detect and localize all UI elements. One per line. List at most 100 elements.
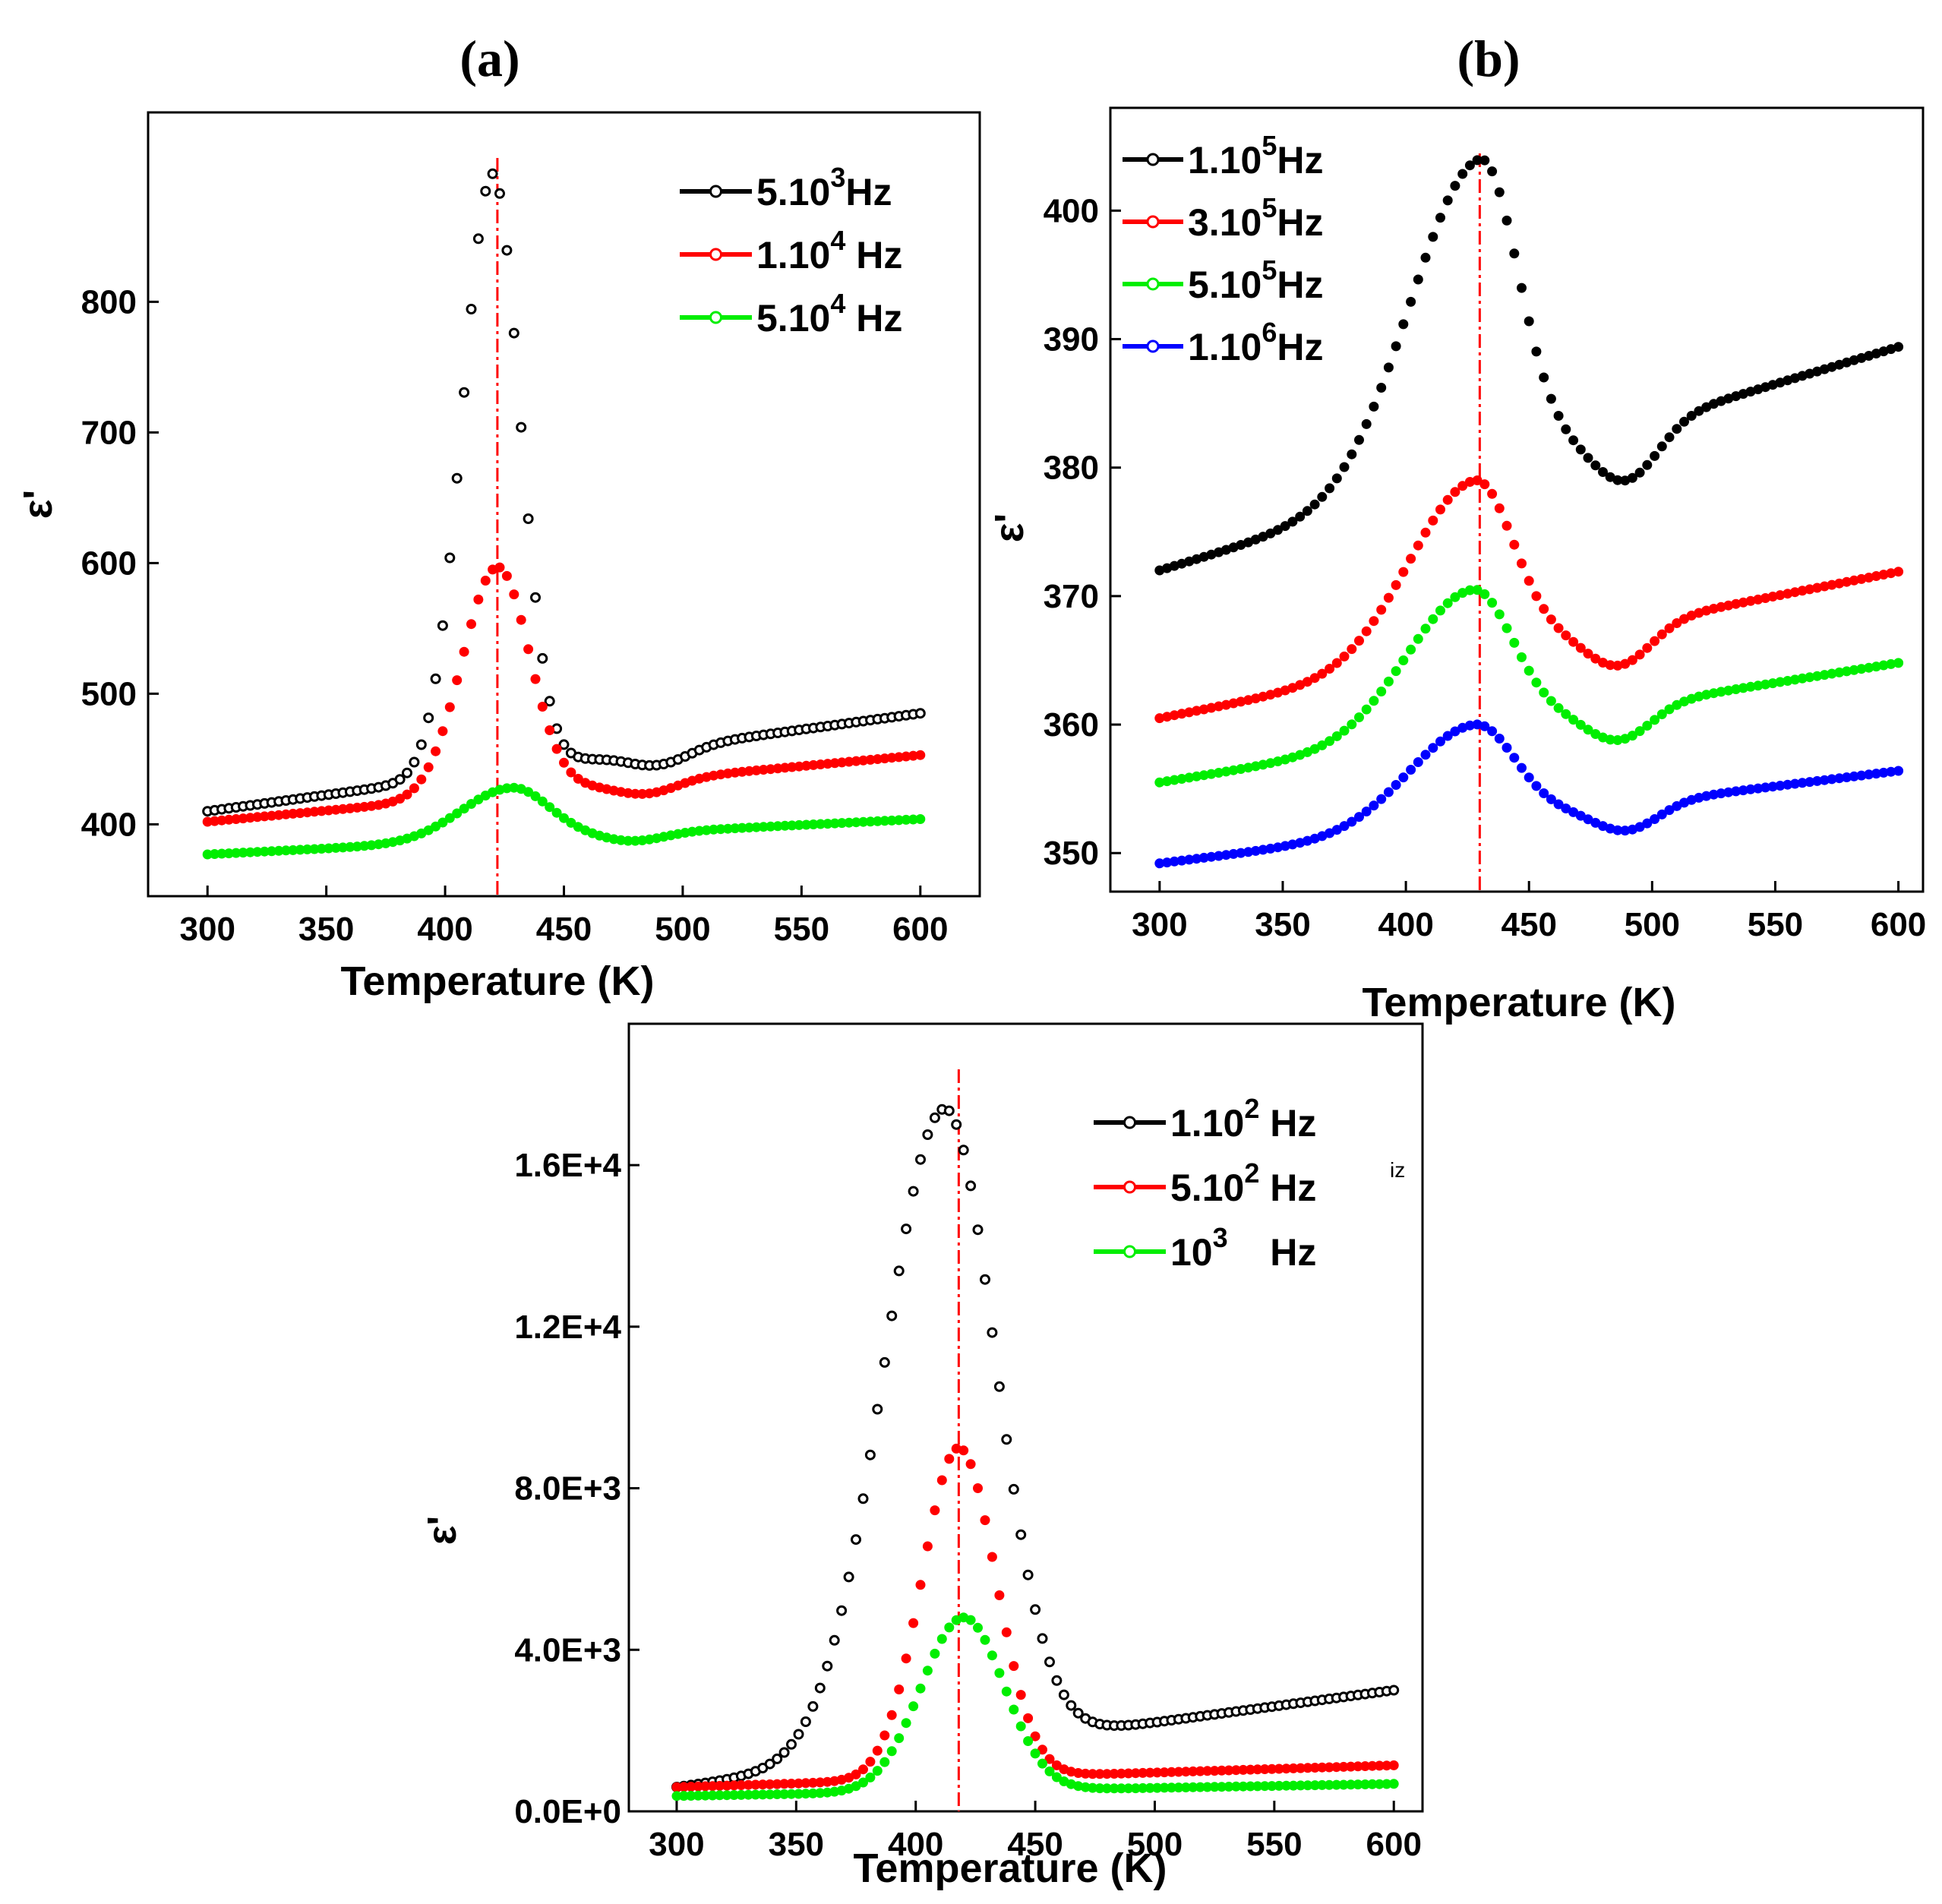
panel-b-x-ticks: 300 350 400 450 500 550 600: [1132, 881, 1926, 943]
data-point: [545, 725, 555, 735]
data-point: [1317, 740, 1328, 750]
panel-a-x-axis-label: Temperature (K): [340, 958, 654, 1004]
data-point: [864, 1449, 876, 1460]
data-point: [994, 1590, 1005, 1600]
x-tick-label: 400: [1378, 906, 1433, 943]
data-point: [929, 1112, 940, 1123]
data-point: [987, 1650, 997, 1661]
data-point: [944, 1454, 955, 1464]
data-point: [423, 825, 434, 835]
x-tick-label: 550: [1748, 906, 1803, 943]
data-point: [1487, 488, 1498, 499]
data-point: [894, 1733, 905, 1744]
data-point: [1539, 604, 1549, 614]
data-point: [1672, 618, 1682, 628]
data-point: [1509, 753, 1520, 763]
data-point: [822, 1660, 833, 1672]
data-point: [1442, 195, 1453, 206]
data-point: [1044, 1766, 1055, 1776]
data-point: [402, 767, 412, 778]
panel-a-y-axis-label: ε': [15, 490, 61, 519]
panel-b-y-ticks: 350 360 370 380 390 400: [1044, 192, 1121, 872]
data-point: [1568, 435, 1579, 446]
data-point: [958, 1445, 969, 1456]
x-tick-label: 600: [1871, 906, 1926, 943]
data-point: [1501, 623, 1512, 633]
legend-label: 5.104 Hz: [756, 288, 902, 339]
legend-label-unit: Hz: [1259, 1167, 1316, 1209]
y-tick-label: 8.0E+3: [514, 1470, 621, 1508]
legend-label-unit: Hz: [1277, 326, 1323, 368]
data-point: [1413, 540, 1423, 551]
legend-label-base: 1.10: [756, 234, 830, 276]
legend-label-exponent: 3: [830, 162, 845, 193]
data-point: [1656, 709, 1667, 719]
data-point: [1561, 424, 1571, 434]
data-point: [922, 1666, 933, 1676]
data-point: [573, 773, 583, 784]
data-point: [1383, 592, 1394, 603]
data-point: [1236, 764, 1246, 774]
data-point: [786, 1738, 797, 1750]
legend-label-exponent: 5: [1262, 192, 1277, 223]
data-point: [509, 589, 519, 600]
panel-c: 300 350 400 450 500 550 600 0.0E+0 4.0E+3 8.0E+3…: [419, 1022, 1424, 1891]
panel-c-y-axis-label: ε': [419, 1516, 465, 1545]
data-point: [1391, 666, 1401, 677]
data-point: [1361, 807, 1372, 816]
data-point: [523, 644, 534, 655]
data-point: [487, 168, 498, 179]
data-point: [1723, 685, 1734, 696]
legend-label: 103 Hz: [1170, 1222, 1316, 1274]
data-point: [1590, 729, 1601, 739]
data-point: [865, 1757, 876, 1767]
data-point: [872, 1745, 883, 1756]
data-point: [858, 1777, 868, 1788]
y-tick-label: 800: [81, 283, 137, 320]
data-point: [1383, 787, 1394, 797]
data-point: [886, 1746, 897, 1757]
data-point: [1339, 462, 1350, 472]
data-point: [908, 1186, 919, 1197]
data-point: [1354, 434, 1364, 445]
data-point: [1524, 316, 1534, 327]
data-point: [1383, 676, 1394, 687]
data-point: [1457, 169, 1468, 179]
legend-label: 1.105Hz: [1188, 130, 1323, 182]
data-point: [793, 1729, 804, 1740]
data-point: [1302, 506, 1312, 516]
y-tick-label: 390: [1044, 321, 1099, 358]
data-point: [1650, 715, 1660, 725]
data-point: [430, 673, 441, 684]
data-point: [879, 1757, 890, 1767]
x-tick-label: 500: [655, 911, 710, 948]
data-point: [1672, 424, 1682, 434]
data-point: [1325, 483, 1335, 494]
x-tick-label: 350: [769, 1826, 824, 1863]
data-point: [987, 1327, 998, 1338]
data-point: [1072, 1707, 1084, 1719]
data-point: [1317, 491, 1328, 502]
data-point: [1539, 372, 1549, 383]
data-point: [1442, 598, 1453, 608]
data-point: [1531, 346, 1542, 357]
legend-label-unit: Hz: [1228, 1231, 1317, 1274]
data-point: [1376, 687, 1387, 696]
data-point: [1546, 614, 1556, 625]
data-point: [1339, 821, 1350, 832]
legend-label-unit: Hz: [845, 171, 892, 213]
data-point: [1420, 252, 1431, 263]
data-point: [1030, 1731, 1040, 1741]
data-point: [915, 1580, 926, 1590]
data-point: [437, 817, 448, 828]
y-tick-label: 500: [81, 675, 137, 712]
data-point: [915, 750, 926, 760]
legend-label-exponent: 3: [1213, 1222, 1228, 1253]
data-point: [1583, 453, 1593, 463]
data-point: [480, 185, 491, 197]
panel-b: (b) 300 350 400 450 500 550 600 350 360 370 380 39…: [987, 30, 1926, 1025]
x-tick-label: 500: [1127, 1826, 1183, 1863]
data-point: [951, 1119, 962, 1130]
data-point: [1388, 1760, 1399, 1770]
data-point: [915, 814, 926, 824]
